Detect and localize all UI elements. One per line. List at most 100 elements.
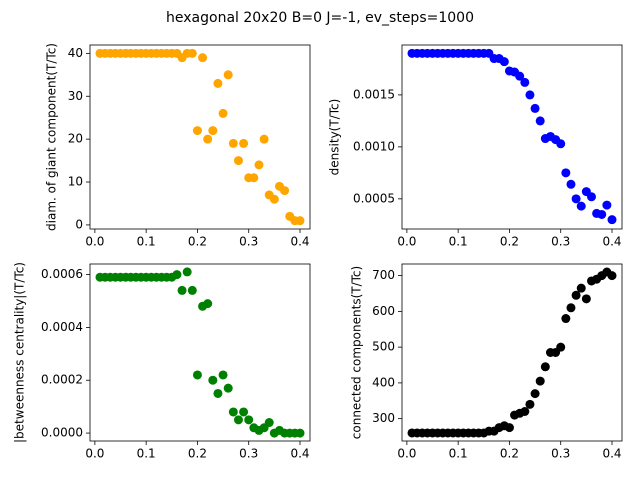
point xyxy=(556,342,566,352)
point xyxy=(269,194,279,204)
x-tick-label: 0.1 xyxy=(449,235,468,249)
point xyxy=(561,168,571,178)
point xyxy=(295,428,305,438)
point xyxy=(239,138,249,148)
point xyxy=(233,156,243,166)
point xyxy=(228,407,238,417)
point xyxy=(504,423,514,433)
point xyxy=(198,53,208,63)
point xyxy=(566,179,576,189)
point xyxy=(607,271,617,281)
point xyxy=(254,160,264,170)
y-axis-label: connected components(T/Tc) xyxy=(350,266,364,439)
point xyxy=(208,375,218,385)
point xyxy=(213,388,223,398)
x-tick-label: 0.4 xyxy=(602,235,621,249)
point xyxy=(520,407,530,416)
point xyxy=(172,270,182,280)
point xyxy=(264,418,274,428)
figure-title: hexagonal 20x20 B=0 J=-1, ev_steps=1000 xyxy=(166,10,474,26)
point xyxy=(581,294,591,304)
point xyxy=(535,376,545,386)
x-tick-label: 0.0 xyxy=(85,447,104,461)
point xyxy=(607,215,617,225)
x-tick-label: 0.3 xyxy=(551,235,570,249)
y-tick-label: 0.0005 xyxy=(353,191,395,205)
point xyxy=(515,71,525,81)
x-tick-label: 0.4 xyxy=(602,447,621,461)
y-tick-label: 700 xyxy=(372,268,395,282)
x-tick-label: 0.3 xyxy=(239,235,258,249)
x-tick-label: 0.2 xyxy=(188,235,207,249)
y-tick-label: 20 xyxy=(68,132,83,146)
y-tick-label: 0.0015 xyxy=(353,87,395,101)
x-tick-label: 0.2 xyxy=(500,447,519,461)
point xyxy=(566,303,576,313)
point xyxy=(192,370,202,380)
point xyxy=(540,362,550,372)
point xyxy=(244,415,254,425)
x-tick-label: 0.0 xyxy=(85,235,104,249)
point xyxy=(295,216,305,226)
point xyxy=(586,192,596,202)
y-tick-label: 400 xyxy=(372,375,395,389)
y-tick-label: 0.0004 xyxy=(41,320,83,334)
point xyxy=(530,103,540,113)
point xyxy=(576,283,586,293)
point xyxy=(530,389,540,399)
point xyxy=(233,415,243,425)
point xyxy=(525,399,535,409)
x-tick-label: 0.1 xyxy=(137,447,156,461)
point xyxy=(192,126,202,136)
axes-frame xyxy=(89,263,311,442)
x-tick-label: 0.3 xyxy=(239,447,258,461)
x-tick-label: 0.0 xyxy=(397,235,416,249)
point xyxy=(239,407,249,417)
y-tick-label: 0.0000 xyxy=(41,426,83,440)
point xyxy=(218,370,228,380)
point xyxy=(249,173,259,183)
point xyxy=(602,200,612,210)
point xyxy=(223,70,233,80)
point xyxy=(187,48,197,58)
point xyxy=(203,134,213,144)
y-tick-label: 300 xyxy=(372,411,395,425)
axes-frame xyxy=(401,263,623,442)
point xyxy=(597,209,607,219)
point xyxy=(213,78,223,88)
axes-frame xyxy=(401,44,623,230)
point xyxy=(571,194,581,204)
point xyxy=(499,57,509,67)
x-tick-label: 0.1 xyxy=(449,447,468,461)
y-axis-label: diam. of giant component(T/Tc) xyxy=(45,43,59,231)
point xyxy=(576,201,586,211)
x-tick-label: 0.0 xyxy=(397,447,416,461)
point xyxy=(187,285,197,295)
point xyxy=(177,285,187,295)
point xyxy=(203,299,213,309)
point xyxy=(520,77,530,87)
point xyxy=(223,383,233,393)
point xyxy=(561,314,571,324)
point xyxy=(280,186,290,196)
y-tick-label: 0.0002 xyxy=(41,373,83,387)
point xyxy=(182,267,192,277)
axes-frame xyxy=(89,44,311,230)
point xyxy=(218,108,228,118)
point xyxy=(228,138,238,148)
y-tick-label: 0.0010 xyxy=(353,139,395,153)
y-tick-label: 40 xyxy=(68,46,83,60)
x-tick-label: 0.1 xyxy=(137,235,156,249)
point xyxy=(525,90,535,100)
x-tick-label: 0.4 xyxy=(290,235,309,249)
x-tick-label: 0.3 xyxy=(551,447,570,461)
y-tick-label: 0.0006 xyxy=(41,267,83,281)
point xyxy=(208,126,218,136)
y-axis-label: |betweenness centrality|(T/Tc) xyxy=(13,262,27,443)
point xyxy=(556,139,566,149)
y-tick-label: 600 xyxy=(372,304,395,318)
x-tick-label: 0.4 xyxy=(290,447,309,461)
y-tick-label: 500 xyxy=(372,340,395,354)
